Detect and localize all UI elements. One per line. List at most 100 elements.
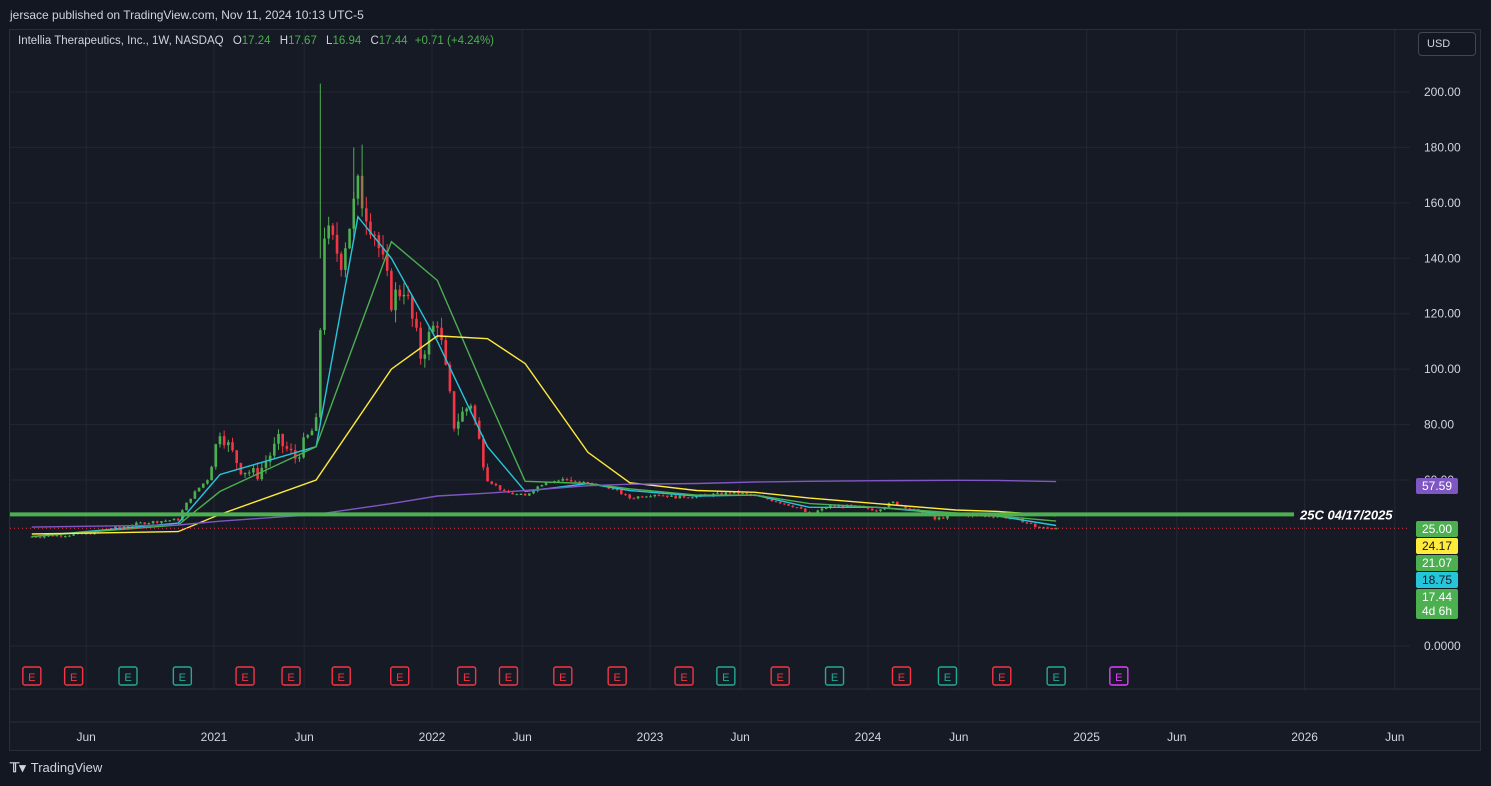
candle-body [247,472,251,474]
y-tick-label: 0.0000 [1424,639,1461,653]
candle-body [306,435,310,438]
earnings-marker: E [235,666,255,686]
candle-body [335,234,339,254]
earnings-marker: E [456,666,477,686]
candle-body [402,294,406,297]
earnings-marker: E [390,666,410,686]
candle-body [143,522,147,525]
candle-body [398,289,402,297]
candle-body [469,405,473,409]
earnings-marker-box [22,666,42,686]
candle-body [904,505,907,509]
candle-body [440,327,443,341]
candle-body [114,526,117,529]
candle-body [227,442,230,446]
candle-body [319,330,322,418]
candle-body [456,421,460,429]
candle-body [511,492,514,495]
earnings-marker-box [607,666,627,686]
candle-body [557,480,560,482]
candle-body [189,498,193,503]
earnings-marker: E [716,666,736,686]
candle-body [544,482,548,486]
candle-body [820,508,824,511]
earnings-marker-label: E [613,672,620,684]
x-tick-label: Jun [949,730,968,744]
candle-body [176,518,180,521]
candle-body [348,228,351,249]
candle-body [482,438,485,468]
candle-body [666,495,669,497]
earnings-marker-label: E [338,672,345,684]
earnings-marker-label: E [559,672,566,684]
candle-body [264,461,268,468]
brand-name: TradingView [30,760,103,775]
candle-body [461,411,464,422]
x-tick-label: Jun [77,730,96,744]
earnings-marker: E [770,666,790,686]
candle-body [155,521,159,523]
tradingview-footer[interactable]: 𝕋▾ TradingView [10,760,102,776]
candle-body [574,481,577,483]
moving-average-line [31,479,1057,528]
candle-body [682,495,686,498]
candle-body [728,492,732,494]
candles [30,83,1058,539]
currency-button[interactable]: USD [1418,32,1476,56]
candle-body [302,437,305,458]
candle-body [561,479,565,481]
candle-body [653,494,657,497]
candle-body [996,516,999,518]
candle-body [937,517,941,520]
candle-body [147,523,151,525]
candle-body [151,521,155,524]
earnings-marker-box [118,666,138,686]
candle-body [63,536,67,538]
candle-body [895,501,899,505]
candle-body [427,331,431,355]
candle-body [214,444,218,467]
price-tag-label: 17.44 [1422,590,1452,604]
earnings-marker: E [1046,666,1066,686]
candle-body [774,501,778,503]
candle-body [339,253,343,270]
earnings-marker-label: E [898,672,905,684]
earnings-marker-box [235,666,255,686]
candle-body [122,526,126,528]
price-tag-label: 4d 6h [1422,604,1452,618]
candle-body [410,296,414,319]
earnings-marker-box [937,666,958,686]
candle-body [369,221,372,235]
candle-body [118,526,121,528]
price-tag [1416,603,1458,619]
candle-body [201,483,205,488]
close-value: 17.44 [378,35,408,47]
candle-body [933,516,937,520]
candle-body [770,499,774,502]
candle-body [515,494,519,496]
candle-body [344,248,347,270]
earnings-marker: E [992,666,1012,686]
candle-body [222,436,226,446]
y-tick-label: 80.00 [1424,418,1454,432]
price-tag-label: 25.00 [1422,522,1452,536]
earnings-marker-label: E [944,672,951,684]
low-value: 16.94 [332,35,362,47]
x-tick-label: Jun [513,730,532,744]
candle-body [624,494,627,496]
candle-body [540,485,544,487]
candle-body [553,481,556,483]
candle-body [879,509,882,512]
candle-body [59,535,63,537]
candle-body [724,492,728,495]
candle-body [314,417,318,431]
price-tag-label: 24.17 [1422,539,1452,553]
earnings-marker-box [770,666,790,686]
candle-body [586,481,590,483]
earnings-marker: E [331,666,351,686]
candle-body [691,497,694,499]
earnings-marker-label: E [505,672,512,684]
earnings-marker-box [674,666,694,686]
chart-frame[interactable] [9,29,1481,751]
